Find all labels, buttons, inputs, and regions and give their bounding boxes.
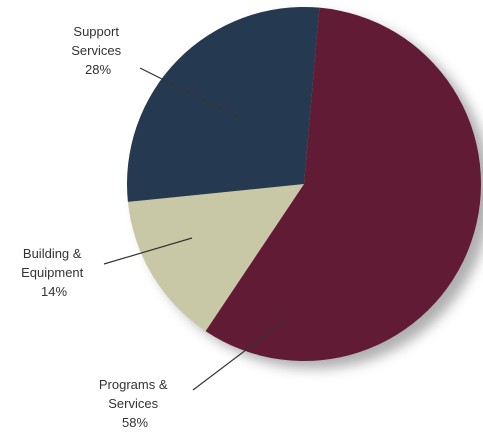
label-programs-services: Programs & Services 58%: [99, 377, 171, 430]
label-support-line2: Services: [71, 43, 121, 58]
label-building-line1: Building &: [23, 246, 82, 261]
label-support-value: 28%: [85, 62, 111, 77]
pie-slice-building-equipment: [127, 184, 304, 332]
leader-line-programs: [192, 318, 288, 391]
pie-slice-support-services: [127, 6, 320, 202]
label-programs-line2: Services: [108, 396, 158, 411]
label-support-line1: Support: [73, 24, 119, 39]
pie-slice-programs-services: [205, 7, 482, 361]
leader-line-building: [103, 237, 193, 265]
label-building-value: 14%: [41, 284, 67, 299]
pie-slices: [127, 6, 482, 361]
label-building-line2: Equipment: [21, 265, 84, 280]
label-programs-value: 58%: [122, 415, 148, 430]
label-programs-line1: Programs &: [99, 377, 168, 392]
label-building-equipment: Building & Equipment 14%: [21, 246, 87, 299]
leader-line-support: [139, 67, 241, 119]
label-support-services: Support Services 28%: [71, 24, 124, 77]
